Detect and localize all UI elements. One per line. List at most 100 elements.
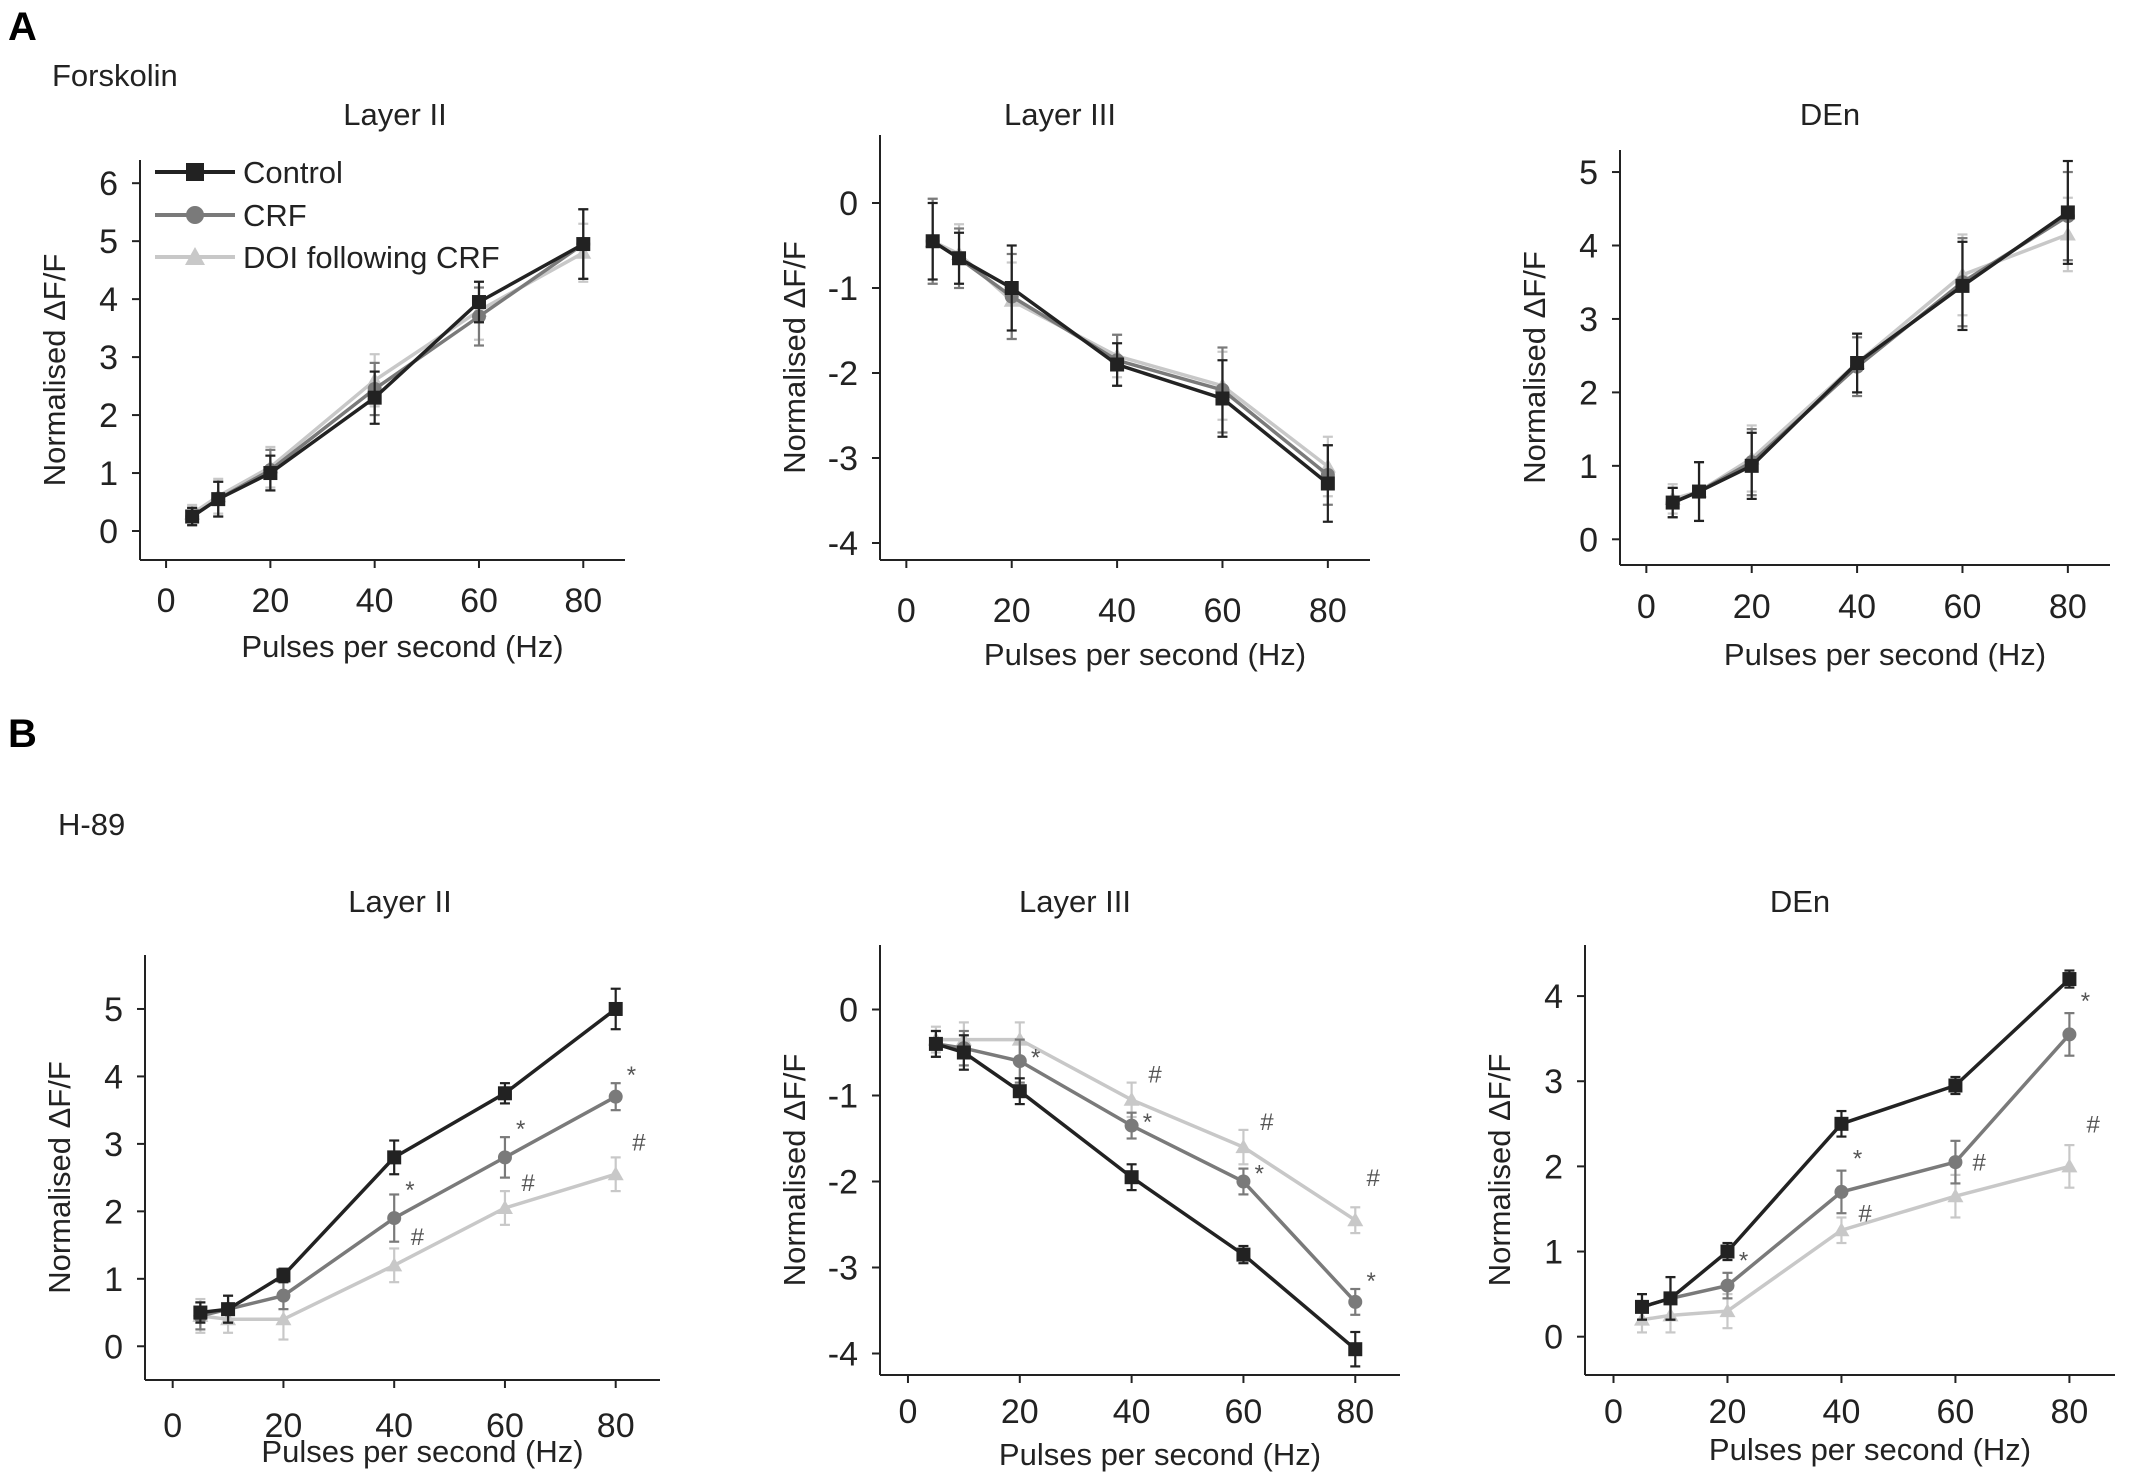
data-point-control bbox=[185, 509, 200, 524]
data-point-control bbox=[1850, 356, 1865, 371]
data-point-control bbox=[1955, 278, 1970, 293]
series-line-control bbox=[935, 1042, 1357, 1351]
series-line-crf bbox=[191, 242, 585, 518]
series-line-crf bbox=[199, 1095, 617, 1318]
data-point-control bbox=[1665, 495, 1680, 510]
y-tick-label: -3 bbox=[828, 440, 858, 478]
data-point-control bbox=[387, 1150, 402, 1165]
x-tick-label: 80 bbox=[2050, 1393, 2088, 1431]
data-point-doi bbox=[1719, 1303, 1736, 1318]
x-tick-label: 0 bbox=[157, 582, 176, 620]
data-point-control bbox=[221, 1302, 236, 1317]
y-tick-label: 0 bbox=[839, 992, 858, 1030]
y-tick-label: 6 bbox=[99, 165, 118, 203]
y-tick-label: 2 bbox=[99, 397, 118, 435]
x-axis-label-forskolin-layer-ii: Pulses per second (Hz) bbox=[241, 629, 563, 664]
y-tick-label: 0 bbox=[1579, 521, 1598, 559]
significance-marker: * bbox=[1366, 1268, 1375, 1295]
x-tick-label: 60 bbox=[1937, 1393, 1975, 1431]
x-tick-label: 20 bbox=[1733, 588, 1771, 626]
data-point-control bbox=[1720, 1244, 1735, 1259]
data-point-control bbox=[608, 1001, 623, 1016]
y-tick-label: 1 bbox=[104, 1261, 123, 1299]
series-line-doi bbox=[935, 1037, 1357, 1222]
x-tick-label: 40 bbox=[1113, 1393, 1151, 1431]
data-point-crf bbox=[276, 1288, 291, 1303]
condition-label-forskolin: Forskolin bbox=[52, 58, 178, 93]
x-axis-label-forskolin-den: Pulses per second (Hz) bbox=[1724, 637, 2046, 672]
data-point-control bbox=[1663, 1291, 1678, 1306]
y-tick-label: 0 bbox=[1544, 1319, 1563, 1357]
y-tick-label: 0 bbox=[99, 513, 118, 551]
data-point-doi bbox=[1947, 1188, 1964, 1203]
y-tick-label: 4 bbox=[1544, 978, 1563, 1016]
x-tick-label: 40 bbox=[1823, 1393, 1861, 1431]
panel-letter-b: B bbox=[8, 712, 37, 756]
significance-marker: * bbox=[405, 1177, 414, 1204]
data-point-control bbox=[1110, 357, 1125, 372]
series-line-doi bbox=[1672, 232, 2069, 501]
data-point-control bbox=[956, 1045, 971, 1060]
chart-h89-den: DEn 0 20 40 60 80 0 1 2 3 4 Pulses per second (Hz) N… bbox=[1482, 884, 2115, 1467]
y-tick-label: -2 bbox=[828, 1164, 858, 1202]
data-point-control bbox=[2062, 972, 2077, 987]
x-tick-label: 60 bbox=[486, 1407, 524, 1445]
data-point-crf bbox=[1012, 1054, 1027, 1069]
significance-marker: * bbox=[1853, 1145, 1862, 1172]
data-point-control bbox=[497, 1086, 512, 1101]
data-point-crf bbox=[1124, 1118, 1139, 1133]
plot-title-h89-layer-iii: Layer III bbox=[1019, 884, 1131, 919]
data-point-control bbox=[1012, 1084, 1027, 1099]
data-point-doi bbox=[275, 1311, 292, 1326]
significance-marker: * bbox=[627, 1062, 636, 1089]
plot-title-forskolin-layer-iii: Layer III bbox=[1004, 97, 1116, 132]
y-tick-label: 1 bbox=[1544, 1234, 1563, 1272]
data-point-doi bbox=[607, 1166, 624, 1181]
y-tick-label: 3 bbox=[99, 339, 118, 377]
significance-marker: # bbox=[1973, 1150, 1987, 1177]
x-tick-label: 40 bbox=[375, 1407, 413, 1445]
x-tick-label: 20 bbox=[993, 592, 1031, 630]
data-point-doi bbox=[1833, 1222, 1850, 1237]
data-point-doi bbox=[1235, 1139, 1252, 1154]
series-line-doi bbox=[191, 251, 585, 516]
y-tick-label: 4 bbox=[99, 281, 118, 319]
y-tick-label: 2 bbox=[1544, 1148, 1563, 1186]
chart-h89-layer-ii: Layer II 0 20 40 60 80 0 1 2 3 4 5 Pulses per second… bbox=[42, 884, 660, 1469]
y-tick-label: 2 bbox=[104, 1193, 123, 1231]
y-tick-label: 3 bbox=[104, 1126, 123, 1164]
y-tick-label: 0 bbox=[839, 185, 858, 223]
x-tick-label: 0 bbox=[1637, 588, 1656, 626]
x-tick-label: 20 bbox=[251, 582, 289, 620]
significance-marker: # bbox=[1366, 1165, 1380, 1192]
data-point-crf bbox=[2062, 1027, 2077, 1042]
condition-label-h89: H-89 bbox=[58, 807, 125, 842]
data-point-control bbox=[211, 492, 226, 507]
x-tick-label: 40 bbox=[356, 582, 394, 620]
y-tick-label: 1 bbox=[1579, 448, 1598, 486]
legend: Control CRF DOI following CRF bbox=[155, 155, 500, 275]
series-line-control bbox=[200, 1007, 617, 1315]
x-tick-label: 0 bbox=[898, 1393, 917, 1431]
x-axis-label-h89-layer-ii: Pulses per second (Hz) bbox=[261, 1434, 583, 1469]
chart-forskolin-layer-ii: Layer II 0 20 40 60 80 0 1 2 3 4 5 6 Pulses per secon… bbox=[37, 97, 625, 664]
data-point-control bbox=[1236, 1247, 1251, 1262]
significance-marker: * bbox=[1143, 1109, 1152, 1136]
significance-marker: * bbox=[2081, 988, 2090, 1015]
data-point-control bbox=[928, 1036, 943, 1051]
y-axis-label-forskolin-layer-ii: Normalised ΔF/F bbox=[37, 254, 72, 487]
plot-title-forskolin-den: DEn bbox=[1800, 97, 1860, 132]
data-point-crf bbox=[1834, 1184, 1849, 1199]
y-tick-label: -4 bbox=[828, 1336, 858, 1374]
x-tick-label: 60 bbox=[1204, 592, 1242, 630]
significance-marker: # bbox=[1859, 1201, 1873, 1228]
significance-marker: * bbox=[516, 1116, 525, 1143]
y-tick-label: 0 bbox=[104, 1328, 123, 1366]
y-axis-label-forskolin-den: Normalised ΔF/F bbox=[1517, 251, 1552, 484]
legend-marker-doi bbox=[185, 247, 205, 265]
significance-marker: # bbox=[632, 1130, 646, 1157]
significance-marker: # bbox=[2087, 1111, 2101, 1138]
legend-label-crf: CRF bbox=[243, 198, 307, 233]
plot-title-forskolin-layer-ii: Layer II bbox=[343, 97, 446, 132]
